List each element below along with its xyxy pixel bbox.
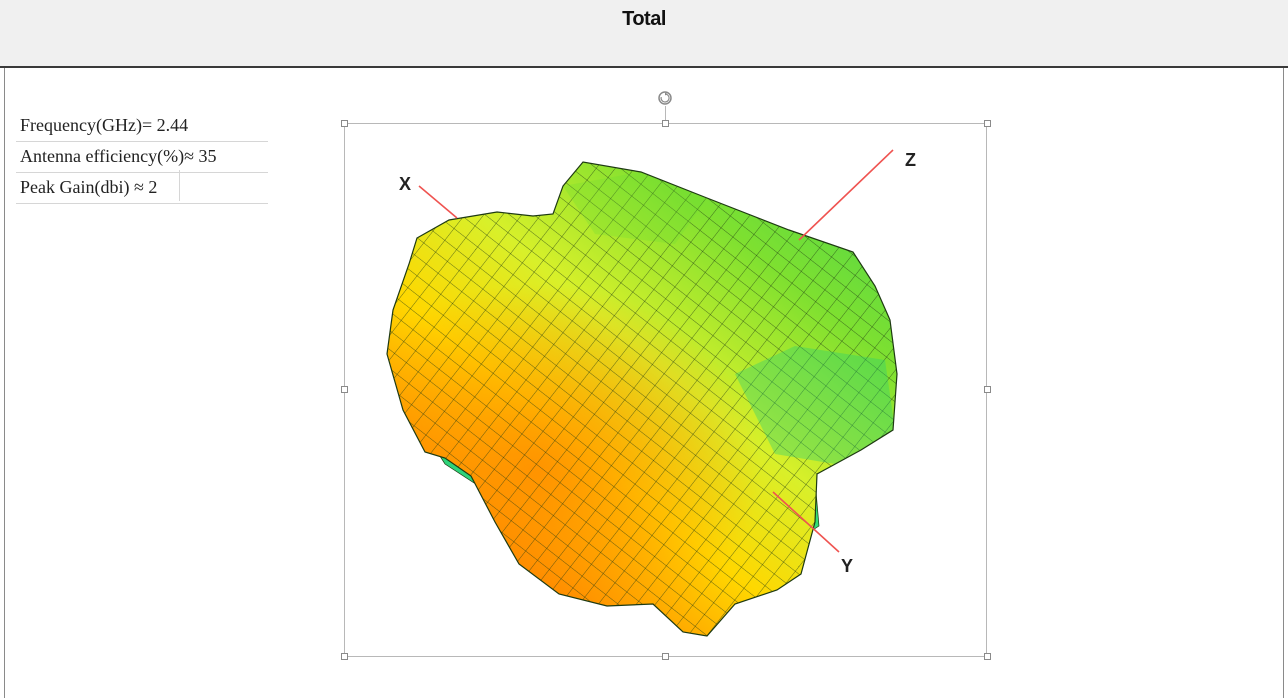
resize-handle-top-right[interactable]	[984, 120, 991, 127]
info-row-efficiency: Antenna efficiency(%)≈ 35	[16, 141, 268, 172]
resize-handle-left[interactable]	[341, 386, 348, 393]
resize-handle-bottom-left[interactable]	[341, 653, 348, 660]
table-cell-divider	[179, 170, 180, 201]
resize-handle-top-left[interactable]	[341, 120, 348, 127]
resize-handle-top[interactable]	[662, 120, 669, 127]
window-header: Total	[0, 0, 1288, 68]
efficiency-text: Antenna efficiency(%)≈ 35	[20, 146, 217, 166]
y-axis-label: Y	[841, 556, 853, 576]
y-axis-line	[772, 491, 840, 553]
frequency-text: Frequency(GHz)= 2.44	[20, 114, 189, 135]
resize-handle-bottom-right[interactable]	[984, 653, 991, 660]
document-frame	[4, 68, 1284, 698]
x-axis-label: X	[399, 174, 411, 194]
x-axis-line	[418, 185, 458, 219]
resize-handle-bottom[interactable]	[662, 653, 669, 660]
z-axis-line	[798, 149, 894, 241]
z-axis-label: Z	[905, 150, 916, 170]
info-row-frequency: Frequency(GHz)= 2.44	[16, 110, 268, 141]
rotate-stem	[665, 106, 666, 123]
info-row-peak-gain: Peak Gain(dbi) ≈ 2	[16, 172, 268, 203]
resize-handle-right[interactable]	[984, 386, 991, 393]
peak-gain-text: Peak Gain(dbi) ≈ 2	[20, 177, 158, 197]
rotate-handle-icon[interactable]	[657, 90, 673, 106]
window-title: Total	[622, 8, 666, 30]
info-table: Frequency(GHz)= 2.44 Antenna efficiency(…	[16, 110, 268, 204]
pattern-outline	[386, 161, 898, 637]
radiation-pattern-plot: X Z Y	[386, 149, 916, 637]
